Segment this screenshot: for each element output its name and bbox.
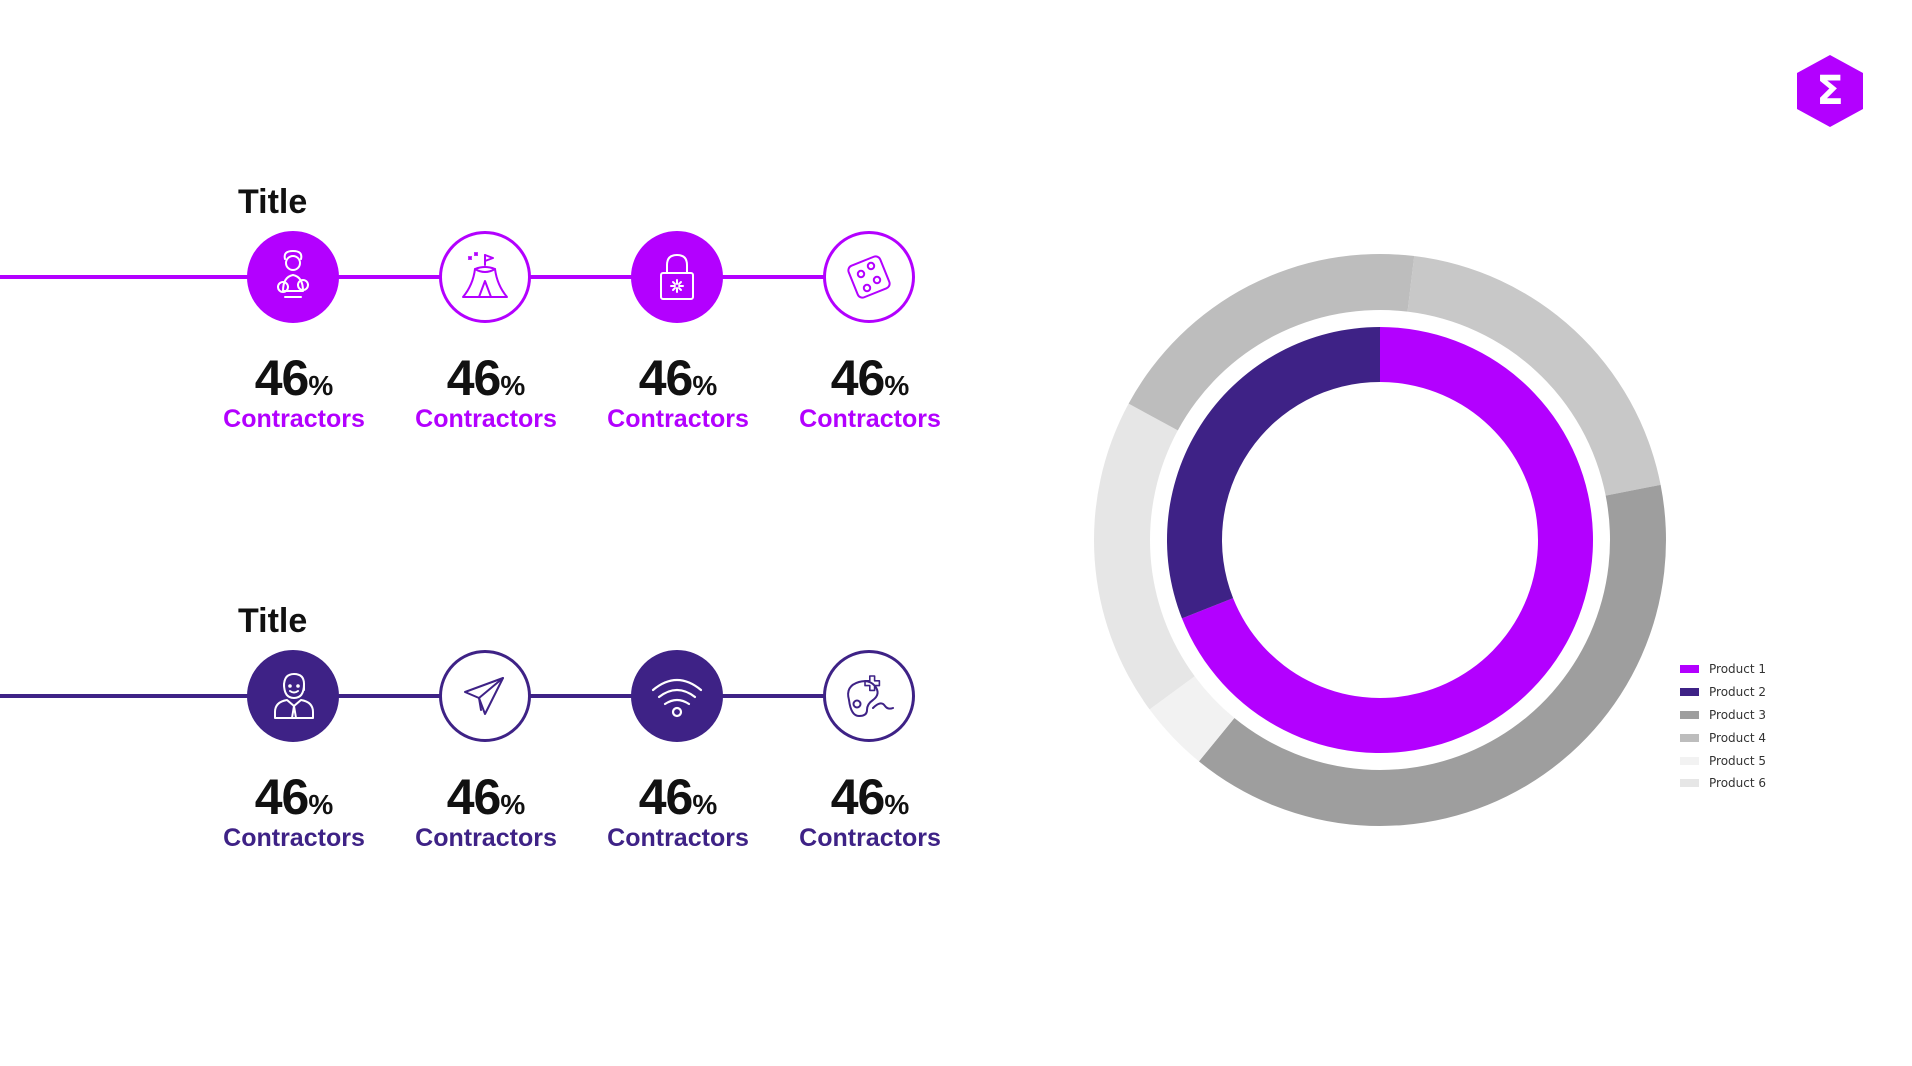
stat-value: 46%: [775, 349, 965, 407]
stat-value: 46%: [391, 349, 581, 407]
stat-number: 46: [830, 350, 886, 406]
legend-item: Product 1: [1680, 658, 1880, 681]
stat-label: Contractors: [223, 824, 365, 852]
stat-value: 46%: [199, 768, 389, 826]
stat-number: 46: [446, 350, 502, 406]
stat-unit: %: [692, 370, 718, 401]
legend-item: Product 3: [1680, 704, 1880, 727]
stat-unit: %: [500, 789, 526, 820]
outer-ring-slice-4: [1094, 403, 1195, 710]
donut-chart: [1094, 254, 1666, 826]
stat-label: Contractors: [223, 405, 365, 433]
stat-number: 46: [446, 769, 502, 825]
milestone: 46% Contractors: [391, 650, 581, 870]
stat-number: 46: [638, 769, 694, 825]
stat-label: Contractors: [607, 824, 749, 852]
stat-unit: %: [692, 789, 718, 820]
legend-swatch: [1680, 710, 1699, 719]
legend-swatch: [1680, 779, 1699, 788]
stat-value: 46%: [775, 768, 965, 826]
stat-label: Contractors: [415, 824, 557, 852]
milestone: 46% Contractors: [583, 650, 773, 870]
chart-legend: Product 1 Product 2 Product 3 Product 4 Prod…: [1680, 658, 1880, 795]
paper-plane-icon: [464, 677, 504, 715]
stat-value: 46%: [583, 349, 773, 407]
milestone: 46% Contractors: [199, 231, 389, 451]
wifi-icon: [651, 678, 703, 718]
stats-section-1: Title 46% Contractors: [0, 183, 960, 483]
legend-item: Product 5: [1680, 749, 1880, 772]
stat-unit: %: [308, 370, 334, 401]
stat-number: 46: [830, 769, 886, 825]
juggler-icon: [277, 250, 309, 298]
stat-value: 46%: [391, 768, 581, 826]
milestone: 46% Contractors: [391, 231, 581, 451]
milestone: 46% Contractors: [199, 650, 389, 870]
milestone: 46% Contractors: [583, 231, 773, 451]
section-title: Title: [238, 183, 308, 221]
stat-number: 46: [254, 350, 310, 406]
stat-unit: %: [500, 370, 526, 401]
padlock-icon: [660, 254, 694, 300]
stat-label: Contractors: [799, 824, 941, 852]
stat-value: 46%: [199, 349, 389, 407]
legend-label: Product 2: [1709, 685, 1767, 700]
legend-swatch: [1680, 688, 1699, 697]
outer-ring-slice-5: [1128, 254, 1415, 431]
logo-glyph: Σ: [1816, 68, 1843, 114]
inner-ring-slice-2: [1167, 327, 1380, 619]
milestone: 46% Contractors: [775, 650, 965, 870]
milestone-circle: [823, 650, 915, 742]
dice-icon: [847, 255, 891, 299]
sigma-hexagon-icon: Σ: [1797, 55, 1863, 127]
milestone: 46% Contractors: [775, 231, 965, 451]
timeline-track: [0, 694, 850, 698]
outer-ring-slice-2: [1198, 484, 1666, 826]
legend-item: Product 4: [1680, 726, 1880, 749]
stat-label: Contractors: [799, 405, 941, 433]
milestone-circle: [631, 231, 723, 323]
timeline-track: [0, 275, 850, 279]
outer-ring-slice-3: [1149, 676, 1235, 762]
stats-section-2: Title 46% Contractors: [0, 602, 960, 902]
stat-number: 46: [638, 350, 694, 406]
milestone-circle: [247, 650, 339, 742]
circus-tent-icon: [462, 252, 508, 298]
stat-label: Contractors: [607, 405, 749, 433]
legend-item: Product 6: [1680, 772, 1880, 795]
gamepad-icon: [847, 675, 894, 717]
person-icon: [274, 673, 314, 719]
legend-swatch: [1680, 733, 1699, 742]
section-title: Title: [238, 602, 308, 640]
milestone-circle: [439, 650, 531, 742]
stat-label: Contractors: [415, 405, 557, 433]
legend-label: Product 4: [1709, 730, 1767, 745]
legend-label: Product 1: [1709, 662, 1767, 677]
milestone-circle: [631, 650, 723, 742]
legend-item: Product 2: [1680, 681, 1880, 704]
legend-label: Product 5: [1709, 753, 1767, 768]
milestone-circle: [823, 231, 915, 323]
stat-value: 46%: [583, 768, 773, 826]
outer-ring-slice-1: [1407, 256, 1661, 496]
legend-swatch: [1680, 756, 1699, 765]
milestone-circle: [439, 231, 531, 323]
milestone-circle: [247, 231, 339, 323]
stat-unit: %: [308, 789, 334, 820]
legend-swatch: [1680, 665, 1699, 674]
stat-number: 46: [254, 769, 310, 825]
legend-label: Product 3: [1709, 707, 1767, 722]
stat-unit: %: [884, 370, 910, 401]
legend-label: Product 6: [1709, 776, 1767, 791]
stat-unit: %: [884, 789, 910, 820]
